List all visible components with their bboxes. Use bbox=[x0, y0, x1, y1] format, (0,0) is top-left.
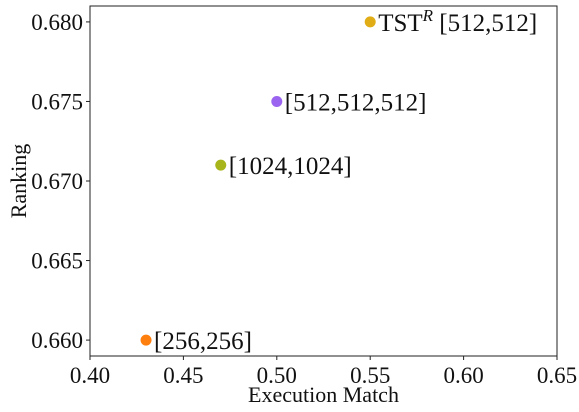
data-point-label-text: [1024,1024] bbox=[229, 153, 352, 180]
data-point bbox=[364, 16, 376, 28]
y-tick-label: 0.675 bbox=[31, 89, 83, 114]
data-point-label: [256,256] bbox=[154, 328, 252, 355]
data-point-label-suffix: [512,512] bbox=[433, 10, 537, 37]
x-tick-label: 0.50 bbox=[257, 363, 297, 388]
x-tick-label: 0.45 bbox=[163, 363, 203, 388]
y-tick-label: 0.670 bbox=[31, 169, 83, 194]
data-points: [256,256] [1024,1024] [512,512,512] TSTR [5… bbox=[140, 6, 537, 355]
data-point-label-text: TST bbox=[378, 10, 422, 37]
x-axis-ticks: 0.40 0.45 0.50 0.55 0.60 0.65 bbox=[70, 356, 577, 388]
data-point-label-text: [256,256] bbox=[154, 328, 252, 355]
data-point-label: TSTR [512,512] bbox=[378, 6, 537, 37]
y-axis-title: Ranking bbox=[6, 144, 31, 219]
y-tick-label: 0.660 bbox=[31, 328, 83, 353]
x-tick-label: 0.40 bbox=[70, 363, 110, 388]
y-tick-label: 0.680 bbox=[31, 10, 83, 35]
data-point-label: [512,512,512] bbox=[285, 89, 427, 116]
x-tick-label: 0.60 bbox=[443, 363, 483, 388]
x-tick-label: 0.55 bbox=[350, 363, 390, 388]
data-point bbox=[140, 334, 152, 346]
x-tick-label: 0.65 bbox=[537, 363, 577, 388]
y-tick-label: 0.665 bbox=[31, 249, 83, 274]
data-point bbox=[271, 95, 283, 107]
plot-frame bbox=[89, 5, 558, 357]
data-point-label-superscript: R bbox=[422, 6, 434, 25]
y-axis-ticks: 0.660 0.665 0.670 0.675 0.680 bbox=[31, 10, 90, 353]
data-point bbox=[215, 159, 227, 171]
data-point-label-text: [512,512,512] bbox=[285, 89, 427, 116]
x-axis-title: Execution Match bbox=[248, 382, 399, 407]
data-point-label: [1024,1024] bbox=[229, 153, 352, 180]
